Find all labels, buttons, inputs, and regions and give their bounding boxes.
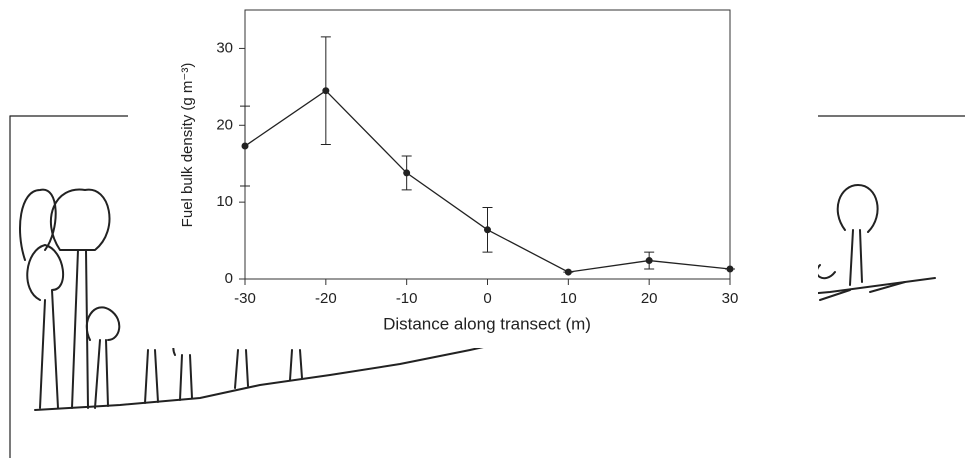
x-tick-label: 30 [722,290,739,307]
y-tick-label: 20 [216,116,233,133]
data-point [484,226,491,233]
x-tick-label: -30 [234,290,256,307]
data-point [242,143,249,150]
y-tick-label: 0 [225,270,233,287]
data-point [322,87,329,94]
data-point [727,266,734,273]
x-tick-label: -10 [396,290,418,307]
data-point [403,169,410,176]
x-tick-label: 10 [560,290,577,307]
x-tick-label: -20 [315,290,337,307]
x-tick-label: 0 [483,290,491,307]
y-axis-label: Fuel bulk density (g m⁻³) [179,63,196,228]
x-axis-label: Distance along transect (m) [383,314,591,333]
y-tick-label: 30 [216,39,233,56]
y-tick-label: 10 [216,193,233,210]
data-point [565,269,572,276]
x-tick-label: 20 [641,290,658,307]
figure: Distance along transect (m) Fuel bulk de… [0,0,965,458]
data-point [646,257,653,264]
